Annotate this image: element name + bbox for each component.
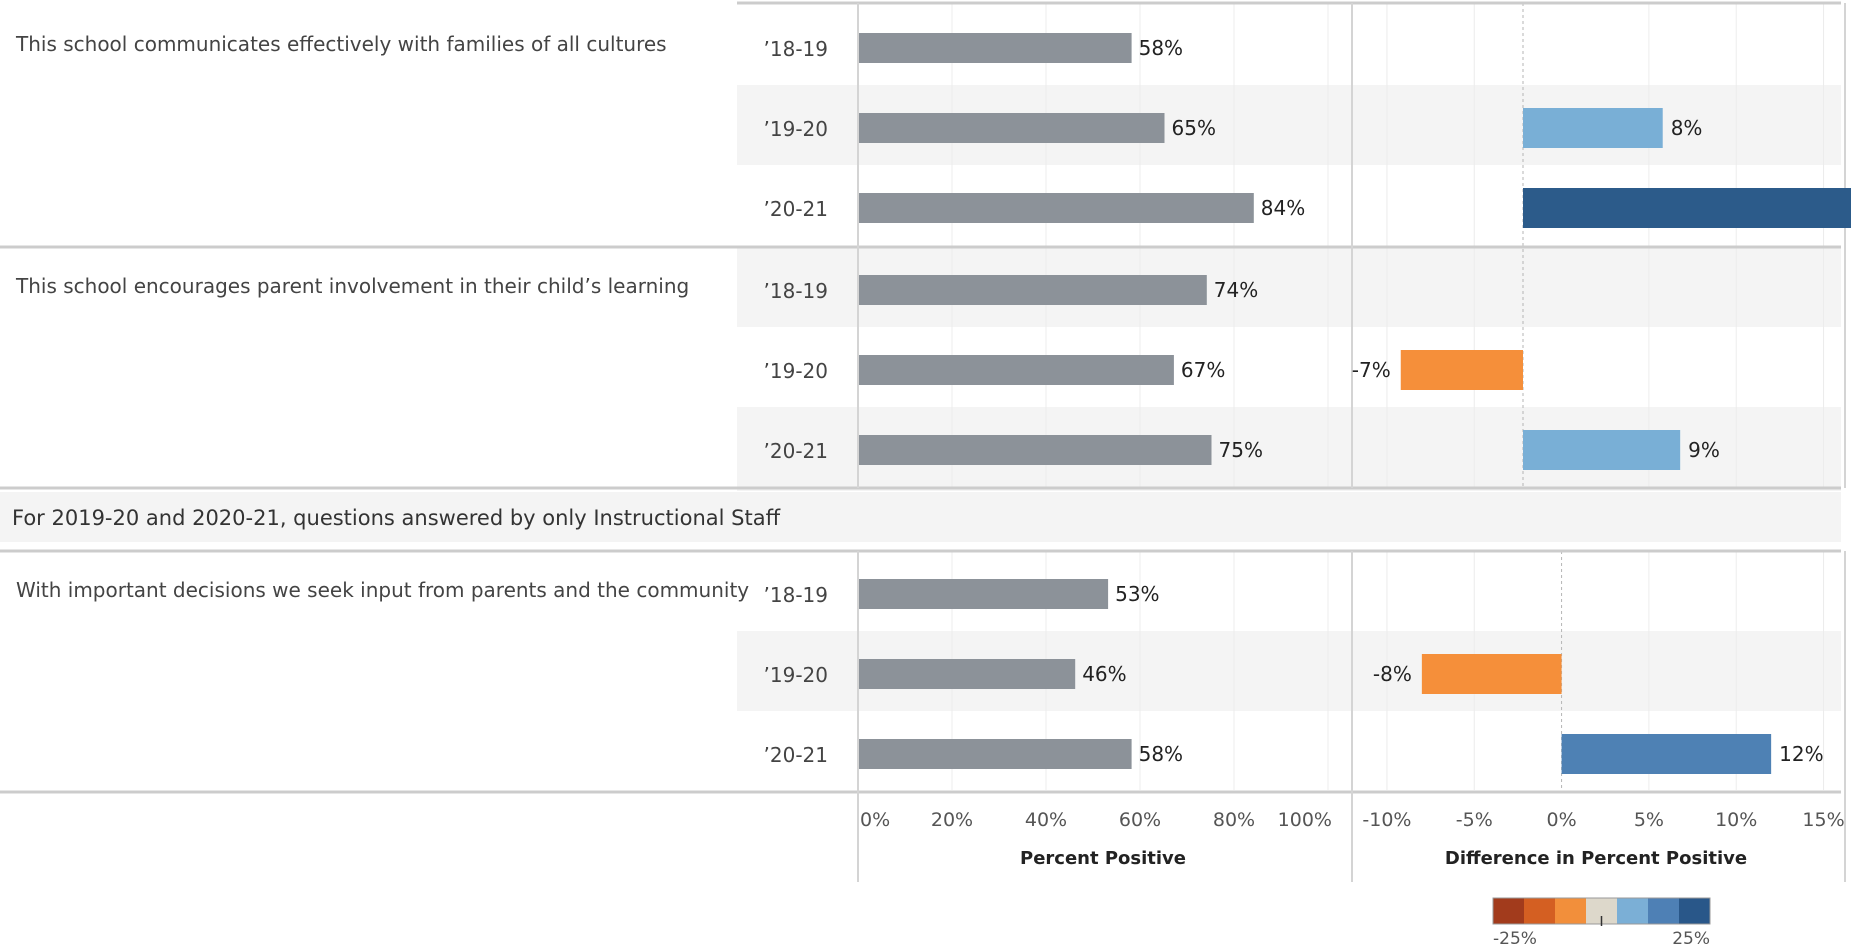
- difference-axis-tick: 0%: [1546, 809, 1576, 831]
- year-label: ’19-20: [764, 663, 828, 687]
- percent-bar-label: 46%: [1082, 662, 1126, 686]
- percent-bar-label: 58%: [1139, 36, 1183, 60]
- percent-bar: [859, 113, 1165, 143]
- color-legend: -25% 25%: [1492, 897, 1711, 947]
- percent-bar: [859, 435, 1212, 465]
- percent-bar-label: 67%: [1181, 358, 1225, 382]
- difference-bar-label: -8%: [1373, 662, 1412, 686]
- difference-bar-label: 8%: [1671, 116, 1703, 140]
- percent-axis-tick: 40%: [1025, 809, 1067, 831]
- year-label: ’20-21: [764, 197, 828, 221]
- legend-swatch: [1555, 898, 1586, 924]
- percent-bar: [859, 33, 1132, 63]
- table-structure: [0, 1, 1846, 882]
- percent-bar-label: 75%: [1219, 438, 1263, 462]
- year-label: ’18-19: [764, 279, 828, 303]
- legend-swatch: [1524, 898, 1555, 924]
- difference-bar-label: 12%: [1779, 742, 1823, 766]
- percent-axis-tick: 0%: [860, 809, 890, 831]
- difference-bar: [1400, 350, 1523, 390]
- question-label: This school encourages parent involvemen…: [15, 274, 689, 298]
- legend-swatch: [1648, 898, 1679, 924]
- percent-bar-label: 74%: [1214, 278, 1258, 302]
- percent-axis-tick: 20%: [931, 809, 973, 831]
- question-label: This school communicates effectively wit…: [15, 32, 667, 56]
- percent-axis-title: Percent Positive: [1020, 848, 1186, 869]
- percent-axis-tick: 80%: [1213, 809, 1255, 831]
- difference-axis-tick: 10%: [1715, 809, 1757, 831]
- percent-bar: [859, 193, 1254, 223]
- axes: 0% 20% 40% 60% 80% 100% Percent Positive -10% -5…: [860, 809, 1845, 869]
- legend-min-label: -25%: [1493, 929, 1537, 947]
- difference-bar: [1523, 108, 1663, 148]
- difference-axis-tick: -10%: [1362, 809, 1411, 831]
- year-label: ’18-19: [764, 583, 828, 607]
- legend-swatch: [1617, 898, 1648, 924]
- difference-bar-label: -7%: [1352, 358, 1391, 382]
- percent-bar: [859, 739, 1132, 769]
- percent-bar: [859, 659, 1076, 689]
- note-row-band: [0, 492, 1841, 542]
- percent-bar-label: 53%: [1115, 582, 1159, 606]
- percent-bar: [859, 579, 1109, 609]
- difference-bar: [1523, 188, 1851, 228]
- percent-axis-tick: 60%: [1119, 809, 1161, 831]
- year-label: ’18-19: [764, 37, 828, 61]
- percent-axis-tick: 100%: [1278, 809, 1332, 831]
- difference-axis-tick: 5%: [1634, 809, 1664, 831]
- difference-bar: [1523, 430, 1681, 470]
- percent-bar-label: 58%: [1139, 742, 1183, 766]
- legend-swatch: [1493, 898, 1524, 924]
- percent-bar-label: 65%: [1172, 116, 1216, 140]
- legend-max-label: 25%: [1672, 929, 1710, 947]
- difference-bars: 8%19%-7%9%-8%12%: [1352, 108, 1851, 774]
- year-label: ’20-21: [764, 743, 828, 767]
- year-label: ’19-20: [764, 117, 828, 141]
- difference-bar: [1421, 654, 1562, 694]
- question-label: With important decisions we seek input f…: [16, 578, 749, 602]
- percent-bar: [859, 275, 1207, 305]
- note-row-text: For 2019-20 and 2020-21, questions answe…: [12, 506, 781, 530]
- difference-bar: [1561, 734, 1772, 774]
- year-label: ’20-21: [764, 439, 828, 463]
- legend-swatch: [1679, 898, 1710, 924]
- difference-bar-label: 9%: [1688, 438, 1720, 462]
- percent-bar-label: 84%: [1261, 196, 1305, 220]
- year-labels: ’18-19 ’19-20 ’20-21 ’18-19 ’19-20 ’20-21 ’18-…: [764, 37, 828, 767]
- percent-bar: [859, 355, 1174, 385]
- year-label: ’19-20: [764, 359, 828, 383]
- difference-axis-tick: -5%: [1456, 809, 1493, 831]
- difference-axis-title: Difference in Percent Positive: [1445, 848, 1747, 869]
- question-labels: For 2019-20 and 2020-21, questions answe…: [12, 32, 781, 602]
- difference-axis-tick: 15%: [1802, 809, 1844, 831]
- row-bands: [0, 85, 1841, 711]
- percent-bars: 58% 65% 84% 74% 67% 75% 53% 46% 58%: [859, 33, 1305, 769]
